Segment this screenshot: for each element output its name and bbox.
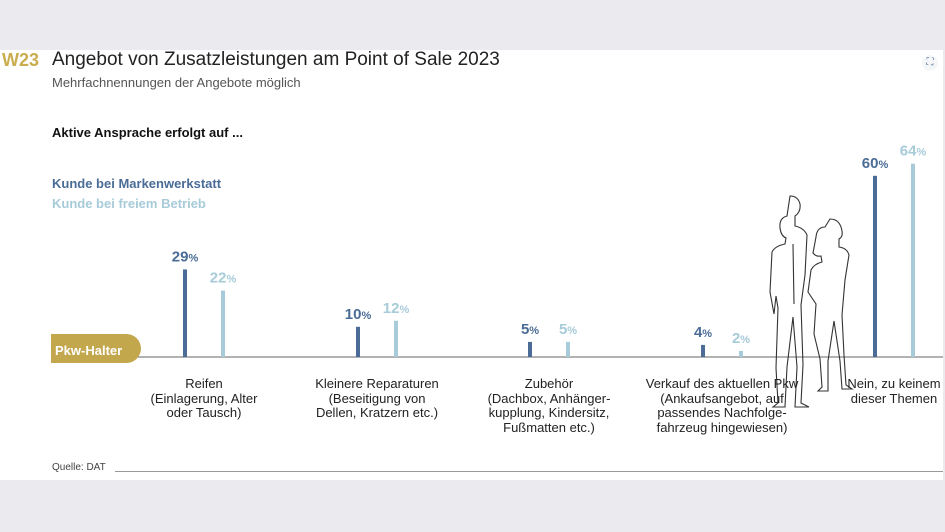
data-label: 22% bbox=[210, 270, 237, 287]
data-label: 10% bbox=[345, 306, 372, 323]
data-label: 2% bbox=[732, 330, 750, 347]
category-label: Kleinere Reparaturen (Beseitigung von De… bbox=[315, 376, 439, 420]
bar-1-5 bbox=[873, 175, 877, 357]
chart-subtitle: Mehrfachnennungen der Angebote möglich bbox=[52, 75, 301, 90]
legend-series-2: Kunde bei freiem Betrieb bbox=[52, 196, 206, 211]
data-label: 64% bbox=[900, 143, 927, 160]
data-label: 5% bbox=[521, 321, 539, 338]
legend-series-1: Kunde bei Markenwerkstatt bbox=[52, 176, 222, 191]
bar-2-5 bbox=[911, 163, 915, 357]
bar-2-4 bbox=[739, 350, 743, 357]
people-illustration bbox=[769, 195, 854, 408]
chart-panel bbox=[0, 50, 943, 480]
chart-code: W23 bbox=[2, 50, 40, 70]
bar-2-1 bbox=[221, 290, 225, 357]
data-label: 60% bbox=[862, 155, 889, 172]
data-label: 29% bbox=[172, 248, 199, 265]
source-note: Quelle: DAT bbox=[52, 462, 106, 473]
bar-1-4 bbox=[701, 344, 705, 357]
base-label: Pkw-Halter bbox=[51, 334, 141, 363]
category-label: Nein, zu keinem dieser Themen bbox=[847, 376, 941, 406]
data-label: 5% bbox=[559, 321, 577, 338]
bar-2-2 bbox=[394, 320, 398, 357]
chart-title: Angebot von Zusatzleistungen am Point of… bbox=[52, 49, 500, 70]
category-label: Reifen (Einlagerung, Alter oder Tausch) bbox=[150, 376, 258, 420]
category-label: Verkauf des aktuellen Pkw (Ankaufsangebo… bbox=[645, 376, 799, 435]
question-label: Aktive Ansprache erfolgt auf ... bbox=[52, 125, 243, 140]
bar-2-3 bbox=[566, 341, 570, 357]
data-label: 4% bbox=[694, 324, 712, 341]
bar-1-3 bbox=[528, 341, 532, 357]
category-label: Zubehör (Dachbox, Anhänger- kupplung, Ki… bbox=[487, 376, 611, 435]
expand-icon[interactable]: ⛶ bbox=[922, 55, 938, 71]
bar-1-1 bbox=[183, 269, 187, 357]
source-divider bbox=[115, 471, 943, 472]
bar-1-2 bbox=[356, 326, 360, 357]
data-label: 12% bbox=[383, 300, 410, 317]
